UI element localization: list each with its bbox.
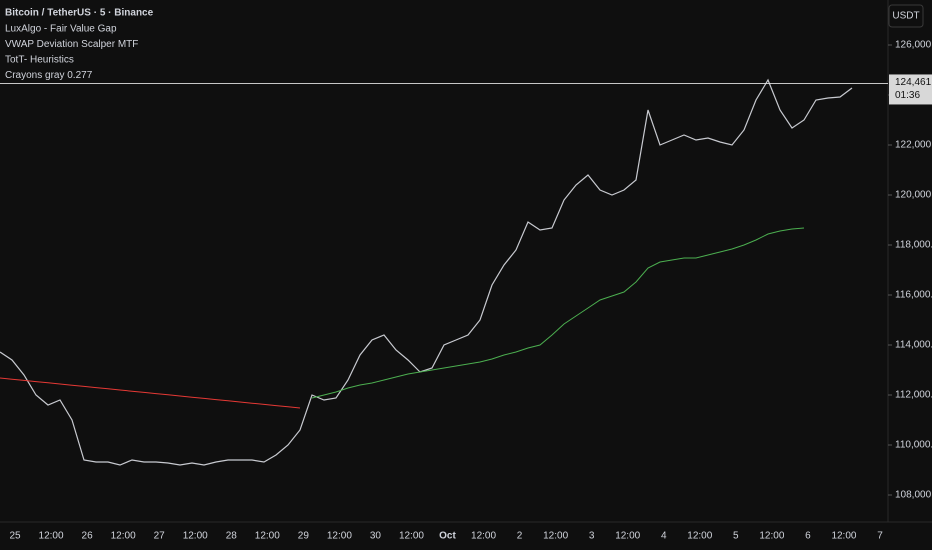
x-tick-label: 12:00 bbox=[39, 531, 64, 542]
x-tick-label: 12:00 bbox=[255, 531, 280, 542]
indicator-label: LuxAlgo - Fair Value Gap bbox=[5, 24, 117, 35]
x-tick-label: 12:00 bbox=[471, 531, 496, 542]
x-tick-label: 12:00 bbox=[759, 531, 784, 542]
x-tick-label: 12:00 bbox=[543, 531, 568, 542]
y-tick-label: 120,000.00 bbox=[895, 190, 932, 201]
y-tick-label: 118,000.00 bbox=[895, 240, 932, 251]
y-tick-label: 116,000.00 bbox=[895, 290, 932, 301]
y-tick-label: 126,000.00 bbox=[895, 40, 932, 51]
x-tick-label: 28 bbox=[226, 531, 238, 542]
y-tick-label: 110,000.00 bbox=[895, 440, 932, 451]
x-tick-label: 27 bbox=[154, 531, 166, 542]
x-tick-label: Oct bbox=[439, 531, 456, 542]
currency-box[interactable] bbox=[888, 4, 924, 28]
last-price-box bbox=[889, 74, 932, 105]
currency[interactable]: USDT bbox=[892, 11, 919, 22]
y-tick-label: 114,000.00 bbox=[895, 340, 932, 351]
chart-title: Bitcoin / TetherUS · 5 · Binance bbox=[5, 8, 154, 19]
indicator-label: TotT- Heuristics bbox=[5, 55, 74, 66]
series-line bbox=[0, 377, 301, 409]
x-tick-label: 4 bbox=[661, 531, 667, 542]
x-tick-label: 6 bbox=[805, 531, 811, 542]
x-tick-label: 30 bbox=[370, 531, 382, 542]
y-tick-label: 122,000.00 bbox=[895, 140, 932, 151]
x-tick-label: 12:00 bbox=[399, 531, 424, 542]
x-tick-label: 7 bbox=[877, 531, 883, 542]
x-tick-label: 5 bbox=[733, 531, 739, 542]
series-line bbox=[311, 227, 805, 399]
y-tick-label: 112,000.00 bbox=[895, 390, 932, 401]
x-tick-label: 3 bbox=[589, 531, 595, 542]
x-tick-label: 12:00 bbox=[687, 531, 712, 542]
y-tick-label: 108,000.00 bbox=[895, 490, 932, 501]
x-tick-label: 12:00 bbox=[615, 531, 640, 542]
x-tick-label: 26 bbox=[82, 531, 94, 542]
indicator-label: Crayons gray 0.277 bbox=[5, 70, 93, 81]
x-tick-label: 25 bbox=[9, 531, 21, 542]
x-tick-label: 12:00 bbox=[183, 531, 208, 542]
indicator-label: VWAP Deviation Scalper MTF bbox=[5, 39, 138, 50]
x-tick-label: 2 bbox=[517, 531, 523, 542]
x-tick-label: 12:00 bbox=[327, 531, 352, 542]
x-tick-label: 12:00 bbox=[831, 531, 856, 542]
x-tick-label: 29 bbox=[298, 531, 310, 542]
countdown: 01:36 bbox=[895, 90, 920, 101]
x-tick-label: 12:00 bbox=[111, 531, 136, 542]
last-price-label: 124,461.59 bbox=[895, 77, 932, 88]
series-line bbox=[0, 78, 853, 466]
